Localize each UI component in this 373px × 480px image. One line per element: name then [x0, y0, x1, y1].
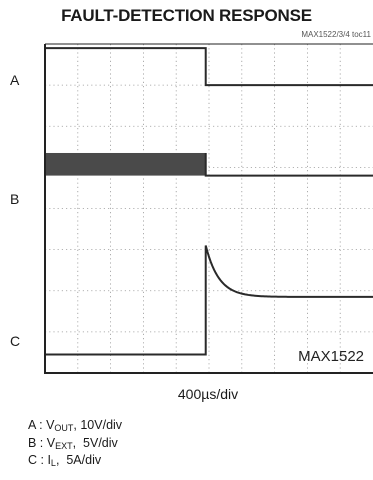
legend: A : VOUT, 10V/div B : VEXT, 5V/div C : IL,…	[28, 418, 122, 471]
legend-prefix: A : V	[28, 418, 55, 432]
trace-b-vext	[204, 152, 373, 177]
trace-a-vout	[45, 47, 373, 87]
legend-prefix: B : V	[28, 435, 56, 450]
x-axis-label: 400µs/div	[177, 386, 239, 402]
scope-grid	[45, 44, 373, 373]
trace-b-switching-band	[45, 152, 206, 176]
legend-scale: , 5V/div	[72, 435, 118, 450]
channel-label-a: A	[10, 72, 20, 88]
legend-scale: , 10V/div	[73, 418, 123, 432]
legend-entry: A : VOUT, 10V/div	[28, 418, 122, 436]
watermark-label: MAX1522	[298, 348, 364, 365]
channel-label-b: B	[10, 191, 20, 207]
legend-subscript: L	[50, 458, 56, 468]
channel-label-c: C	[10, 333, 21, 349]
figure-code: MAX1522/3/4 toc11	[301, 30, 371, 39]
trace-c-il	[45, 245, 373, 356]
legend-entry: C : IL, 5A/div	[28, 453, 122, 471]
legend-subscript: OUT	[54, 423, 74, 433]
legend-prefix: C : I	[28, 453, 51, 467]
legend-entry: B : VEXT, 5V/div	[28, 436, 122, 454]
scope-traces	[45, 47, 373, 356]
legend-scale: , 5A/div	[55, 453, 102, 467]
legend-subscript: EXT	[55, 440, 73, 451]
chart-title: FAULT-DETECTION RESPONSE	[61, 6, 312, 25]
